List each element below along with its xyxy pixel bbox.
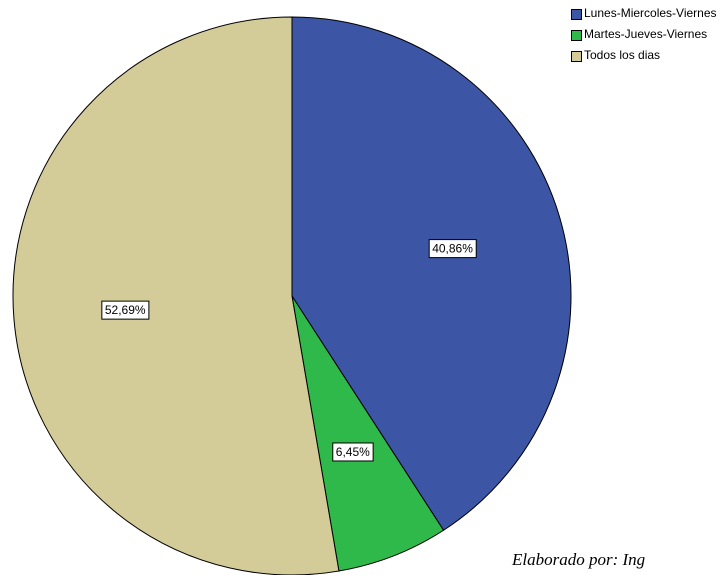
pie-slice-martes-jueves-viernes xyxy=(291,295,445,572)
legend-swatch-todos-los-dias xyxy=(571,51,582,62)
legend-swatch-lunes-miercoles-viernes xyxy=(571,9,582,20)
data-label-todos-los-dias: 52,69% xyxy=(101,300,150,320)
chart-legend: Lunes-Miercoles-Viernes Martes-Jueves-Vi… xyxy=(571,6,720,71)
data-label-martes-jueves-viernes: 6,45% xyxy=(332,442,374,462)
svg-text:6,45%: 6,45% xyxy=(336,445,370,459)
legend-item-martes-jueves-viernes: Martes-Jueves-Viernes xyxy=(571,27,720,41)
pie-slice-lunes-miercoles-viernes xyxy=(291,16,572,531)
legend-item-todos-los-dias: Todos los dias xyxy=(571,48,720,62)
legend-label-martes-jueves-viernes: Martes-Jueves-Viernes xyxy=(584,27,708,41)
legend-label-lunes-miercoles-viernes: Lunes-Miercoles-Viernes xyxy=(584,6,717,20)
svg-text:40,86%: 40,86% xyxy=(432,242,473,256)
legend-label-todos-los-dias: Todos los dias xyxy=(584,48,661,62)
data-label-lunes-miercoles-viernes: 40,86% xyxy=(428,239,477,259)
legend-item-lunes-miercoles-viernes: Lunes-Miercoles-Viernes xyxy=(571,6,720,20)
credit-text: Elaborado por: Ing xyxy=(512,550,646,569)
svg-text:52,69%: 52,69% xyxy=(105,303,146,317)
pie-slice-todos-los-dias xyxy=(12,16,340,575)
legend-swatch-martes-jueves-viernes xyxy=(571,30,582,41)
